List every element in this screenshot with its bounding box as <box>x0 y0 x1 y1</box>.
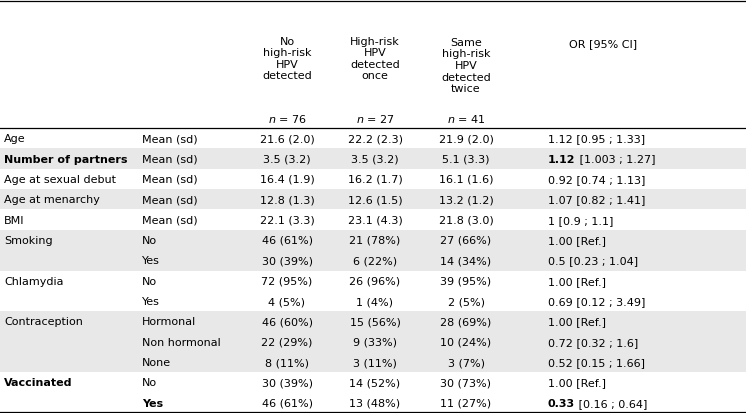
Text: Age: Age <box>4 134 25 144</box>
Text: Age at menarchy: Age at menarchy <box>4 195 100 205</box>
Text: BMI: BMI <box>4 215 25 225</box>
Text: 3.5 (3.2): 3.5 (3.2) <box>351 154 399 164</box>
Text: No: No <box>142 235 157 245</box>
Text: Mean (sd): Mean (sd) <box>142 174 198 185</box>
Text: 1.12: 1.12 <box>548 154 575 164</box>
Text: Yes: Yes <box>142 398 163 408</box>
Text: $n$ = 41: $n$ = 41 <box>447 113 485 125</box>
Text: Smoking: Smoking <box>4 235 53 245</box>
Text: Age at sexual debut: Age at sexual debut <box>4 174 116 185</box>
Text: 13 (48%): 13 (48%) <box>349 398 401 408</box>
Text: 1.00 [Ref.]: 1.00 [Ref.] <box>548 377 606 387</box>
Text: 0.5 [0.23 ; 1.04]: 0.5 [0.23 ; 1.04] <box>548 256 638 266</box>
Text: 46 (61%): 46 (61%) <box>262 398 313 408</box>
Text: Hormonal: Hormonal <box>142 317 196 327</box>
Text: 22.2 (2.3): 22.2 (2.3) <box>348 134 403 144</box>
Bar <box>0 332 746 352</box>
Text: No: No <box>142 377 157 387</box>
Text: 30 (39%): 30 (39%) <box>262 377 313 387</box>
Bar <box>0 311 746 332</box>
Text: No: No <box>142 276 157 286</box>
Text: 26 (96%): 26 (96%) <box>349 276 401 286</box>
Text: Mean (sd): Mean (sd) <box>142 215 198 225</box>
Text: Chlamydia: Chlamydia <box>4 276 63 286</box>
Text: 9 (33%): 9 (33%) <box>353 337 397 347</box>
Bar <box>0 230 746 251</box>
Text: 15 (56%): 15 (56%) <box>350 317 401 327</box>
Text: 1.00 [Ref.]: 1.00 [Ref.] <box>548 317 606 327</box>
Text: 21.8 (3.0): 21.8 (3.0) <box>439 215 493 225</box>
Text: Number of partners: Number of partners <box>4 154 128 164</box>
Text: 0.52 [0.15 ; 1.66]: 0.52 [0.15 ; 1.66] <box>548 357 645 367</box>
Text: Mean (sd): Mean (sd) <box>142 154 198 164</box>
Text: 10 (24%): 10 (24%) <box>440 337 492 347</box>
Text: 21 (78%): 21 (78%) <box>349 235 401 245</box>
Text: Mean (sd): Mean (sd) <box>142 134 198 144</box>
Text: Contraception: Contraception <box>4 317 83 327</box>
Text: 1 [0.9 ; 1.1]: 1 [0.9 ; 1.1] <box>548 215 613 225</box>
Bar <box>0 352 746 373</box>
Bar <box>0 190 746 210</box>
Text: 21.6 (2.0): 21.6 (2.0) <box>260 134 314 144</box>
Text: 16.1 (1.6): 16.1 (1.6) <box>439 174 493 185</box>
Text: 3 (7%): 3 (7%) <box>448 357 484 367</box>
Text: 6 (22%): 6 (22%) <box>353 256 397 266</box>
Text: 0.33: 0.33 <box>548 398 575 408</box>
Text: 3 (11%): 3 (11%) <box>353 357 397 367</box>
Text: 2 (5%): 2 (5%) <box>448 296 484 306</box>
Text: 8 (11%): 8 (11%) <box>265 357 309 367</box>
Text: 12.6 (1.5): 12.6 (1.5) <box>348 195 402 205</box>
Text: 39 (95%): 39 (95%) <box>440 276 492 286</box>
Text: 27 (66%): 27 (66%) <box>440 235 492 245</box>
Text: $n$ = 27: $n$ = 27 <box>356 113 395 125</box>
Text: 11 (27%): 11 (27%) <box>440 398 492 408</box>
Text: Same
high-risk
HPV
detected
twice: Same high-risk HPV detected twice <box>441 38 491 94</box>
Text: 30 (39%): 30 (39%) <box>262 256 313 266</box>
Text: Non hormonal: Non hormonal <box>142 337 221 347</box>
Text: 22.1 (3.3): 22.1 (3.3) <box>260 215 314 225</box>
Text: 1.00 [Ref.]: 1.00 [Ref.] <box>548 235 606 245</box>
Text: 72 (95%): 72 (95%) <box>261 276 313 286</box>
Text: 14 (52%): 14 (52%) <box>349 377 401 387</box>
Text: 1 (4%): 1 (4%) <box>357 296 393 306</box>
Text: Mean (sd): Mean (sd) <box>142 195 198 205</box>
Text: $n$ = 76: $n$ = 76 <box>268 113 307 125</box>
Text: 0.69 [0.12 ; 3.49]: 0.69 [0.12 ; 3.49] <box>548 296 645 306</box>
Bar <box>0 251 746 271</box>
Text: 1.00 [Ref.]: 1.00 [Ref.] <box>548 276 606 286</box>
Text: 1.07 [0.82 ; 1.41]: 1.07 [0.82 ; 1.41] <box>548 195 645 205</box>
Text: 22 (29%): 22 (29%) <box>261 337 313 347</box>
Text: High-risk
HPV
detected
once: High-risk HPV detected once <box>350 36 400 81</box>
Text: 0.92 [0.74 ; 1.13]: 0.92 [0.74 ; 1.13] <box>548 174 645 185</box>
Text: 28 (69%): 28 (69%) <box>440 317 492 327</box>
Text: 21.9 (2.0): 21.9 (2.0) <box>439 134 493 144</box>
Text: None: None <box>142 357 171 367</box>
Text: 46 (60%): 46 (60%) <box>262 317 313 327</box>
Text: 3.5 (3.2): 3.5 (3.2) <box>263 154 311 164</box>
Text: Yes: Yes <box>142 296 160 306</box>
Text: [1.003 ; 1.27]: [1.003 ; 1.27] <box>575 154 655 164</box>
Text: [0.16 ; 0.64]: [0.16 ; 0.64] <box>575 398 648 408</box>
Bar <box>0 149 746 169</box>
Text: Yes: Yes <box>142 256 160 266</box>
Text: 23.1 (4.3): 23.1 (4.3) <box>348 215 402 225</box>
Text: 16.2 (1.7): 16.2 (1.7) <box>348 174 402 185</box>
Text: 46 (61%): 46 (61%) <box>262 235 313 245</box>
Text: 5.1 (3.3): 5.1 (3.3) <box>442 154 490 164</box>
Text: 13.2 (1.2): 13.2 (1.2) <box>439 195 493 205</box>
Text: OR [95% CI]: OR [95% CI] <box>569 39 637 49</box>
Text: 0.72 [0.32 ; 1.6]: 0.72 [0.32 ; 1.6] <box>548 337 639 347</box>
Text: 16.4 (1.9): 16.4 (1.9) <box>260 174 314 185</box>
Text: Vaccinated: Vaccinated <box>4 377 72 387</box>
Text: 4 (5%): 4 (5%) <box>269 296 306 306</box>
Text: 30 (73%): 30 (73%) <box>440 377 492 387</box>
Text: 14 (34%): 14 (34%) <box>440 256 492 266</box>
Text: 12.8 (1.3): 12.8 (1.3) <box>260 195 314 205</box>
Text: No
high-risk
HPV
detected: No high-risk HPV detected <box>262 36 312 81</box>
Text: 1.12 [0.95 ; 1.33]: 1.12 [0.95 ; 1.33] <box>548 134 645 144</box>
